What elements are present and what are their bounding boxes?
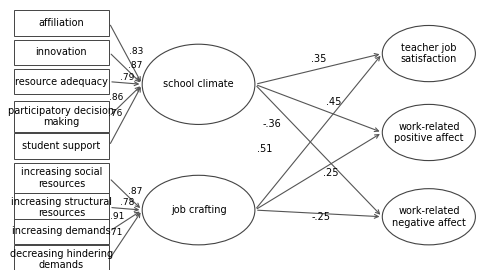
Text: school climate: school climate (163, 79, 234, 89)
FancyBboxPatch shape (14, 40, 109, 65)
Text: .25: .25 (323, 168, 338, 178)
Text: .76: .76 (108, 109, 122, 118)
FancyBboxPatch shape (14, 101, 109, 132)
Text: participatory decision
making: participatory decision making (8, 106, 115, 127)
FancyBboxPatch shape (14, 193, 109, 222)
Text: increasing social
resources: increasing social resources (20, 167, 102, 189)
Text: .71: .71 (108, 228, 122, 237)
Ellipse shape (142, 44, 255, 124)
Text: -.25: -.25 (312, 212, 330, 222)
Ellipse shape (382, 189, 476, 245)
Text: work-related
negative affect: work-related negative affect (392, 206, 466, 228)
Text: .86: .86 (109, 93, 124, 102)
Text: teacher job
satisfaction: teacher job satisfaction (400, 43, 457, 64)
Text: .87: .87 (128, 187, 142, 196)
Text: increasing demands: increasing demands (12, 227, 110, 236)
Text: .91: .91 (110, 212, 124, 221)
Text: innovation: innovation (36, 47, 87, 57)
Text: .51: .51 (257, 144, 272, 153)
Text: student support: student support (22, 141, 101, 151)
Text: .79: .79 (120, 73, 134, 82)
Text: .35: .35 (311, 54, 326, 64)
Text: resource adequacy: resource adequacy (15, 77, 108, 87)
Text: job crafting: job crafting (170, 205, 226, 215)
FancyBboxPatch shape (14, 133, 109, 159)
FancyBboxPatch shape (14, 163, 109, 193)
FancyBboxPatch shape (14, 69, 109, 94)
FancyBboxPatch shape (14, 245, 109, 273)
Text: .83: .83 (129, 48, 143, 57)
Text: .45: .45 (326, 97, 341, 107)
Text: increasing structural
resources: increasing structural resources (11, 197, 112, 218)
Text: affiliation: affiliation (38, 18, 84, 28)
Ellipse shape (142, 175, 255, 245)
Ellipse shape (382, 25, 476, 82)
Text: .78: .78 (120, 198, 134, 207)
Text: decreasing hindering
demands: decreasing hindering demands (10, 249, 113, 270)
Text: work-related
positive affect: work-related positive affect (394, 122, 464, 143)
Text: -.36: -.36 (262, 120, 281, 129)
FancyBboxPatch shape (14, 219, 109, 244)
Text: .87: .87 (128, 61, 142, 70)
Ellipse shape (382, 104, 476, 161)
FancyBboxPatch shape (14, 10, 109, 35)
